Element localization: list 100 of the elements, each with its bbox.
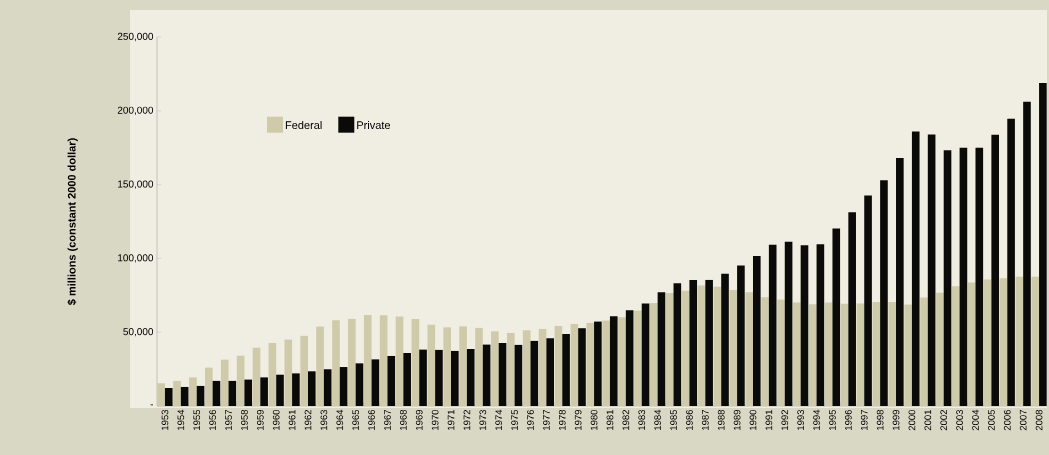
x-tick-label: 1978 [558,409,566,430]
bar [562,333,570,406]
x-tick-label: 1981 [606,410,614,430]
bar [983,279,992,406]
bar [745,292,753,406]
bar [475,327,483,406]
x-tick-label: 1972 [463,410,471,430]
bar [665,292,674,406]
bar [1039,83,1047,406]
x-tick-label: 2002 [940,410,948,431]
x-tick-label: 1973 [479,409,487,430]
x-tick-label: 1991 [765,410,773,430]
bar [880,180,888,406]
bar [1015,276,1024,406]
x-tick-label: 1957 [225,410,232,430]
bar [737,265,745,406]
bar [793,302,801,406]
x-tick-label: 1969 [415,409,423,430]
bar [713,286,722,406]
bar [586,322,595,406]
x-tick-label: 1961 [288,410,296,430]
bar [411,318,420,406]
bar [602,320,610,406]
bar [212,380,221,406]
bar [300,335,308,406]
y-tick-label: 100,000 [118,254,154,263]
x-tick-label: 1992 [781,410,789,430]
bar [498,342,507,406]
x-tick-label: 1960 [272,409,280,430]
bar [657,292,666,406]
bar [228,380,237,406]
x-tick-label: 2004 [972,409,979,431]
bar [936,292,944,406]
y-tick-label: - [150,404,154,406]
x-tick-label: 2005 [988,409,995,431]
bar [951,286,960,406]
bar [967,282,976,406]
x-tick-label: 1953 [161,409,169,430]
bar [427,324,436,406]
x-tick-label: 1986 [686,409,693,430]
bar [729,289,738,406]
y-tick-label: 200,000 [117,106,154,115]
bar [220,359,229,406]
bar [697,285,706,406]
x-tick-label: 1998 [876,409,884,430]
x-tick-label: 1956 [209,409,216,430]
bar [284,339,293,406]
x-tick-label: 1988 [717,409,725,430]
bar [689,279,698,406]
bar [323,369,332,406]
x-tick-label: 1962 [304,410,312,430]
bar [403,353,411,406]
x-tick-label: 1983 [638,409,646,430]
bar [546,338,555,406]
bar [482,344,491,406]
bar [530,340,539,406]
x-tick-label: 1976 [527,409,534,430]
bar [339,367,348,406]
bar [800,245,809,406]
bar [363,314,372,406]
x-tick-label: 1971 [447,410,455,430]
x-tick-label: 1995 [829,409,836,430]
bar [681,290,690,406]
bar [927,134,936,406]
bar [777,299,785,406]
bar [816,244,825,406]
bar [522,330,531,406]
x-tick-label: 1987 [701,410,709,430]
x-tick-label: 1996 [844,409,852,430]
bar [164,387,173,406]
x-tick-label: 1959 [256,409,264,430]
x-tick-label: 2003 [956,409,963,431]
x-tick-label: 1999 [892,409,900,430]
legend-label: Federal [285,120,322,130]
bar [244,379,253,406]
bar [721,273,729,406]
bar [641,303,650,406]
bar [459,326,467,406]
bar [292,373,300,406]
bar [705,279,713,406]
bar [920,297,928,406]
bar [355,363,364,406]
bar [904,304,912,406]
x-tick-label: 1984 [654,409,661,430]
bar [173,380,181,406]
bar [180,386,189,406]
bar [911,131,920,406]
bar [435,349,443,406]
x-tick-label: 1994 [813,409,820,430]
bar [999,278,1008,406]
bar [625,310,634,406]
bar [1031,276,1040,406]
x-tick-label: 1990 [749,409,757,430]
bar [252,347,261,406]
bar [1007,118,1015,406]
x-tick-label: 1955 [193,409,201,430]
bar [466,349,475,406]
bar [618,317,626,406]
bar [872,301,881,406]
x-tick-label: 2007 [1019,410,1027,431]
